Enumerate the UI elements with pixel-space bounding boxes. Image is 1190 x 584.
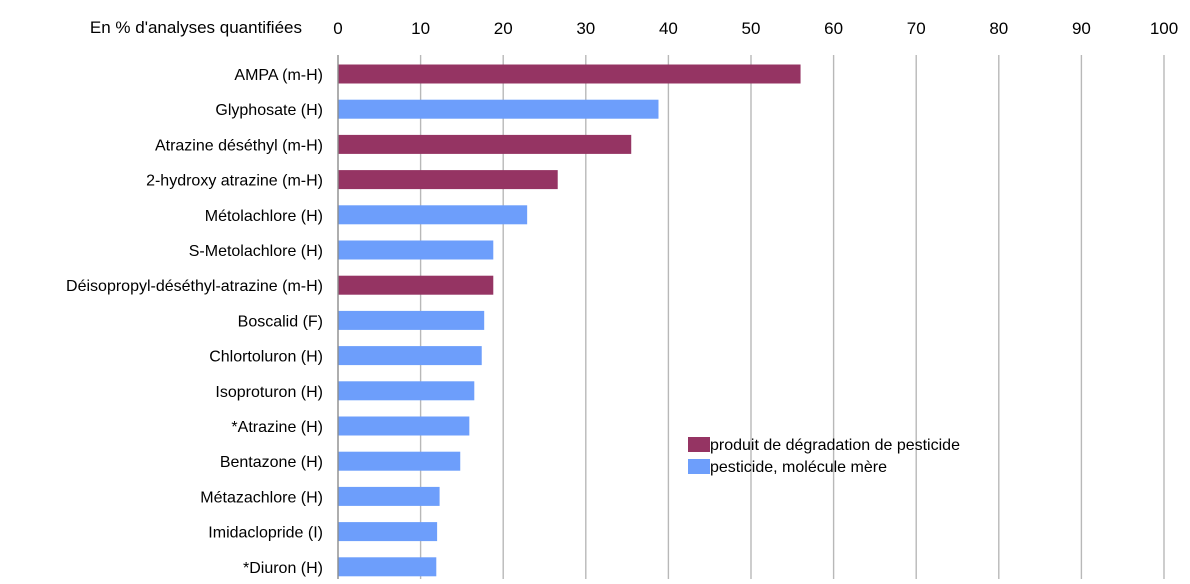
category-label: Chlortoluron (H) <box>209 349 323 366</box>
legend-swatch <box>688 437 710 452</box>
category-label: Atrazine déséthyl (m-H) <box>155 137 323 154</box>
x-tick-label: 70 <box>907 19 926 38</box>
category-label: Imidaclopride (I) <box>208 525 323 542</box>
bar <box>338 416 470 436</box>
bar <box>338 557 437 577</box>
x-tick-label: 10 <box>411 19 430 38</box>
bar <box>338 240 494 260</box>
bar <box>338 346 482 366</box>
category-label: S-Metolachlore (H) <box>189 243 323 260</box>
bars <box>338 64 801 577</box>
legend: produit de dégradation de pesticide pesti… <box>688 437 960 476</box>
legend-swatch <box>688 459 710 474</box>
bar <box>338 64 801 84</box>
x-tick-label: 20 <box>494 19 513 38</box>
bar <box>338 205 528 225</box>
category-label: Métolachlore (H) <box>205 208 323 225</box>
x-tick-label: 40 <box>659 19 678 38</box>
x-tick-labels: 0 10 20 30 40 50 60 70 80 90 100 <box>333 19 1178 38</box>
legend-label: pesticide, molécule mère <box>710 459 887 476</box>
bar <box>338 170 558 190</box>
x-tick-label: 0 <box>333 19 342 38</box>
x-tick-label: 50 <box>742 19 761 38</box>
x-tick-label: 60 <box>824 19 843 38</box>
x-tick-label: 100 <box>1150 19 1178 38</box>
bar <box>338 522 438 542</box>
gridlines <box>419 55 1165 579</box>
bar <box>338 99 659 119</box>
category-label: *Atrazine (H) <box>231 419 323 436</box>
bar <box>338 134 632 154</box>
category-label: Déisopropyl-déséthyl-atrazine (m-H) <box>66 278 323 295</box>
bar <box>338 486 440 506</box>
bar <box>338 310 485 330</box>
category-label: Glyphosate (H) <box>215 102 323 119</box>
category-label: *Diuron (H) <box>243 560 323 577</box>
category-label: 2-hydroxy atrazine (m-H) <box>146 173 323 190</box>
x-tick-label: 80 <box>989 19 1008 38</box>
category-label: Isoproturon (H) <box>215 384 323 401</box>
category-label: Métazachlore (H) <box>200 489 323 506</box>
x-tick-label: 30 <box>576 19 595 38</box>
category-label: AMPA (m-H) <box>234 67 323 84</box>
category-labels: AMPA (m-H) Glyphosate (H) Atrazine déséthy… <box>66 67 323 577</box>
category-label: Boscalid (F) <box>238 313 323 330</box>
bar <box>338 275 494 295</box>
x-tick-label: 90 <box>1072 19 1091 38</box>
axis-caption: En % d'analyses quantifiées <box>90 18 302 37</box>
bar <box>338 381 475 401</box>
category-label: Bentazone (H) <box>220 454 323 471</box>
legend-label: produit de dégradation de pesticide <box>710 437 960 454</box>
bar <box>338 451 461 471</box>
